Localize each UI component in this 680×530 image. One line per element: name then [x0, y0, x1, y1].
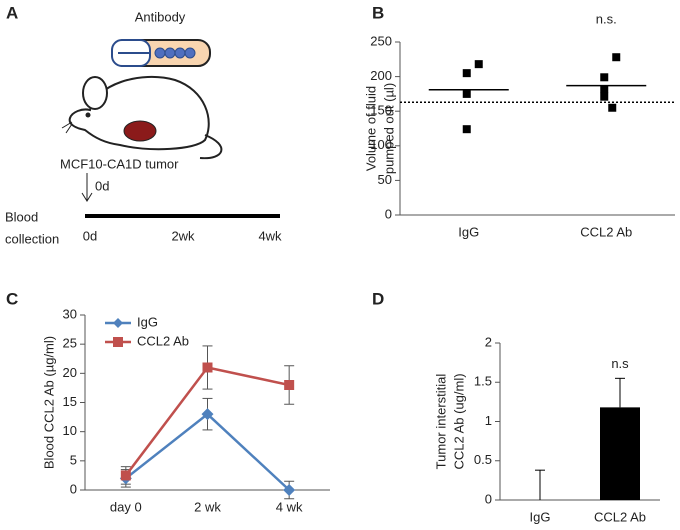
x-tick-label: CCL2 Ab — [580, 224, 632, 239]
diagram-title: Antibody — [135, 9, 186, 24]
y-tick-label: 20 — [63, 365, 77, 380]
marker — [202, 362, 213, 373]
y-tick-label: 100 — [370, 137, 392, 152]
panel-a: A Antibody MCF10-CA1D tumor 0d Blood col… — [5, 3, 282, 246]
x-tick-label: day 0 — [110, 499, 142, 514]
y-tick-label: 5 — [70, 452, 77, 467]
data-point — [462, 125, 471, 134]
mouse-tail — [199, 134, 223, 160]
arrow-label: 0d — [95, 178, 109, 193]
marker — [201, 408, 214, 421]
y-tick-label: 25 — [63, 336, 77, 351]
y-tick-label: 250 — [370, 33, 392, 48]
data-point — [600, 73, 609, 82]
data-point — [600, 85, 609, 94]
data-point — [474, 60, 483, 69]
y-tick-label: 1.5 — [474, 374, 492, 389]
y-tick-label: 2 — [485, 334, 492, 349]
y-tick-label: 0 — [385, 206, 392, 221]
bar — [600, 407, 640, 500]
annotation: n.s. — [596, 11, 617, 26]
mouse-eye — [85, 112, 91, 118]
y-tick-label: 10 — [63, 423, 77, 438]
timeline-label: Blood — [5, 209, 38, 224]
y-tick-label: 0.5 — [474, 452, 492, 467]
antibody-dots — [154, 47, 196, 59]
y-axis-label: Volume of fluid — [363, 86, 378, 171]
y-tick-label: 0 — [70, 481, 77, 496]
data-point — [462, 69, 471, 78]
annotation: n.s — [611, 356, 629, 371]
panel-letter: B — [372, 3, 384, 22]
marker — [283, 484, 296, 496]
panel-letter: C — [6, 289, 18, 308]
arrow-head — [81, 192, 93, 202]
y-tick-label: 50 — [378, 172, 392, 187]
timeline-tick: 2wk — [171, 228, 195, 243]
y-tick-label: 30 — [63, 306, 77, 321]
tumor-label: MCF10-CA1D tumor — [60, 156, 179, 171]
y-axis-label: CCL2 Ab (ug/ml) — [451, 373, 466, 469]
mouse-whiskers — [61, 121, 73, 134]
panel-letter: D — [372, 289, 384, 308]
data-point — [608, 103, 617, 112]
y-axis-label: Tumor interstitial — [433, 374, 448, 470]
y-tick-label: 1 — [485, 413, 492, 428]
y-tick-label: 0 — [485, 491, 492, 506]
timeline-tick: 4wk — [258, 228, 282, 243]
y-tick-label: 150 — [370, 103, 392, 118]
panel-letter: A — [6, 3, 18, 22]
timeline-label: collection — [5, 231, 59, 246]
y-tick-label: 15 — [63, 394, 77, 409]
legend-marker — [113, 318, 123, 328]
marker — [120, 470, 131, 481]
legend-marker — [113, 337, 123, 347]
x-tick-label: 2 wk — [194, 499, 221, 514]
y-tick-label: 200 — [370, 68, 392, 83]
mouse-ear — [82, 76, 108, 110]
marker — [284, 380, 295, 390]
legend-label: CCL2 Ab — [137, 333, 189, 348]
y-axis-label: pumped out (µl) — [381, 83, 396, 174]
data-point — [600, 92, 609, 101]
data-point — [612, 53, 621, 62]
y-axis-label: Blood CCL2 Ab (µg/ml) — [41, 336, 56, 469]
x-tick-label: IgG — [458, 224, 479, 239]
legend-label: IgG — [137, 314, 158, 329]
x-tick-label: 4 wk — [276, 499, 303, 514]
timeline-tick: 0d — [83, 228, 97, 243]
tumor — [123, 120, 157, 142]
x-tick-label: IgG — [530, 509, 551, 524]
x-tick-label: CCL2 Ab — [594, 509, 646, 524]
data-point — [462, 89, 471, 98]
